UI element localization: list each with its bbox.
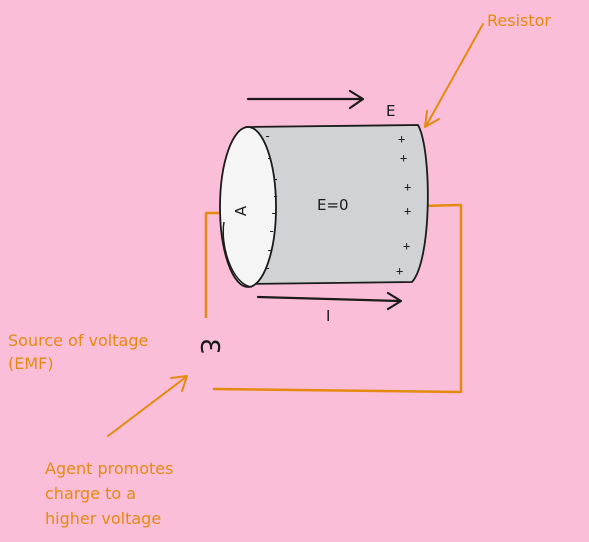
negative-charge: - bbox=[266, 151, 274, 165]
cross-section-face bbox=[219, 126, 277, 288]
field-inside-label: E=0 bbox=[317, 196, 349, 214]
positive-charge: + bbox=[404, 204, 412, 218]
negative-charge: - bbox=[266, 243, 274, 257]
negative-charge: - bbox=[270, 206, 278, 220]
emf-symbol: Ɛ bbox=[193, 338, 224, 354]
positive-charge: + bbox=[400, 151, 408, 165]
negative-charge: - bbox=[272, 189, 280, 203]
resistor-pointer-arrow bbox=[424, 23, 484, 128]
emf-label-line2: (EMF) bbox=[8, 354, 54, 373]
agent-label-line3: higher voltage bbox=[45, 509, 162, 528]
face-edge-stroke bbox=[222, 221, 253, 288]
field-arrow bbox=[246, 89, 365, 110]
negative-charge: - bbox=[264, 129, 272, 143]
agent-label-line2: charge to a bbox=[45, 484, 137, 503]
positive-charge: + bbox=[404, 180, 412, 194]
positive-charge: + bbox=[403, 239, 411, 253]
field-e-label: E bbox=[386, 102, 396, 120]
resistor-cylinder-body bbox=[245, 124, 429, 285]
positive-charge: + bbox=[398, 132, 406, 146]
negative-charge: - bbox=[272, 172, 280, 186]
positive-charge: + bbox=[396, 264, 404, 278]
emf-label-line1: Source of voltage bbox=[8, 331, 149, 350]
negative-charge: - bbox=[264, 261, 272, 275]
resistor-label: Resistor bbox=[487, 11, 551, 30]
area-label: A bbox=[232, 205, 251, 217]
current-arrow bbox=[256, 291, 403, 311]
negative-charge: - bbox=[268, 224, 276, 238]
agent-pointer-arrow bbox=[107, 375, 188, 437]
agent-label-line1: Agent promotes bbox=[45, 459, 174, 478]
current-label: I bbox=[326, 307, 331, 325]
circuit-wire bbox=[212, 203, 463, 394]
